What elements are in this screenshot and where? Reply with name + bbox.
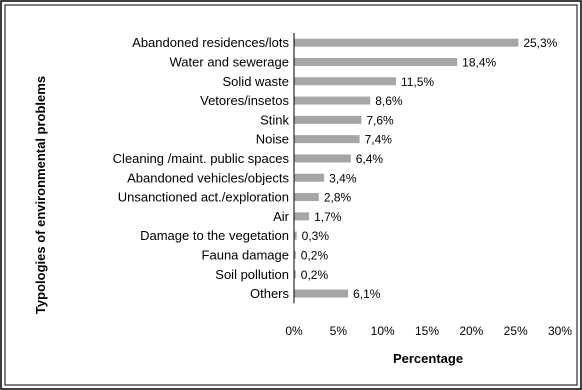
category-label: Fauna damage: [202, 247, 289, 262]
bar: [294, 115, 362, 124]
x-tick-label: 15%: [415, 324, 439, 338]
category-label: Cleaning /maint. public spaces: [113, 151, 290, 166]
bar: [294, 154, 351, 163]
value-label: 6,1%: [353, 287, 381, 301]
bar: [294, 135, 360, 144]
category-label: Abandoned residences/lots: [132, 35, 289, 50]
x-tick-label: 0%: [285, 324, 303, 338]
value-label: 1,7%: [314, 210, 342, 224]
category-label: Damage to the vegetation: [140, 228, 289, 243]
category-label: Solid waste: [223, 74, 289, 89]
bar: [294, 38, 519, 47]
category-labels: Abandoned residences/lots Water and sewer…: [113, 35, 290, 301]
value-label: 0,3%: [302, 229, 330, 243]
x-tick-label: 10%: [371, 324, 395, 338]
value-label: 8,6%: [375, 94, 403, 108]
bar: [294, 212, 310, 221]
category-label: Air: [273, 209, 290, 224]
value-label: 18,4%: [462, 55, 496, 69]
x-tick-label: 25%: [504, 324, 528, 338]
category-label: Water and sewerage: [170, 54, 289, 69]
bar: [294, 173, 325, 182]
value-label: 2,8%: [324, 191, 352, 205]
x-tick-labels: 0% 5% 10% 15% 20% 25% 30%: [285, 324, 572, 338]
x-tick-label: 5%: [330, 324, 348, 338]
value-label: 7,4%: [365, 133, 393, 147]
bar: [294, 193, 319, 202]
x-axis-title: Percentage: [393, 351, 463, 366]
value-label: 3,4%: [329, 171, 357, 185]
inner-border: [4, 4, 578, 386]
bar: [294, 96, 371, 105]
value-label: 0,2%: [301, 268, 329, 282]
category-label: Noise: [256, 132, 289, 147]
value-label: 7,6%: [366, 113, 394, 127]
bars: [294, 38, 519, 298]
bar: [294, 270, 296, 279]
category-label: Vetores/insetos: [200, 93, 289, 108]
bar: [294, 57, 458, 66]
bar: [294, 289, 349, 298]
category-label: Unsanctioned act./exploration: [118, 190, 289, 205]
category-label: Others: [250, 286, 290, 301]
y-axis-title: Typologies of environmental problems: [33, 76, 48, 314]
value-label: 0,2%: [301, 248, 329, 262]
value-labels: 25,3% 18,4% 11,5% 8,6% 7,6% 7,4% 6,4% 3,4% 2,8% 1…: [301, 36, 558, 301]
bar: [294, 231, 297, 240]
category-label: Stink: [260, 112, 289, 127]
value-label: 11,5%: [401, 75, 434, 89]
x-tick-label: 20%: [459, 324, 483, 338]
category-label: Soil pollution: [215, 267, 289, 282]
category-label: Abandoned vehicles/objects: [127, 170, 289, 185]
value-label: 25,3%: [523, 36, 557, 50]
value-label: 6,4%: [356, 152, 384, 166]
bar: [294, 250, 296, 259]
bar: [294, 77, 396, 86]
x-tick-label: 30%: [548, 324, 572, 338]
